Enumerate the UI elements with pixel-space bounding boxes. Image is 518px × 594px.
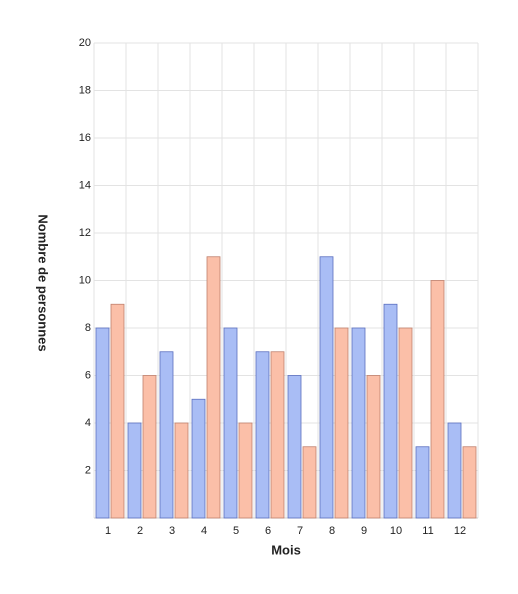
x-tick-label: 7 — [297, 525, 303, 537]
x-tick-label: 5 — [233, 525, 239, 537]
bar — [95, 327, 110, 519]
bar — [415, 446, 430, 519]
y-axis-title: Nombre de personnes — [36, 214, 51, 351]
bar — [206, 256, 221, 519]
y-tick-label: 2 — [85, 464, 91, 476]
bar — [270, 351, 285, 519]
x-tick-label: 10 — [390, 525, 402, 537]
bar — [127, 422, 142, 519]
bar — [366, 375, 381, 519]
bar — [174, 422, 189, 519]
bar — [287, 375, 302, 519]
y-tick-label: 6 — [85, 369, 91, 381]
y-tick-label: 12 — [79, 227, 91, 239]
bar — [110, 303, 125, 519]
y-tick-label: 16 — [79, 132, 91, 144]
x-tick-label: 12 — [454, 525, 466, 537]
x-tick-label: 8 — [329, 525, 335, 537]
x-tick-label: 11 — [422, 525, 433, 537]
bar — [238, 422, 253, 519]
bar — [142, 375, 157, 519]
y-tick-label: 10 — [79, 274, 91, 286]
y-tick-label: 20 — [79, 37, 91, 49]
bar — [319, 256, 334, 519]
bar — [351, 327, 366, 519]
bar — [398, 327, 413, 519]
bar — [223, 327, 238, 519]
x-tick-label: 6 — [265, 525, 271, 537]
y-tick-label: 4 — [85, 417, 91, 429]
bar — [191, 398, 206, 519]
x-tick-label: 2 — [137, 525, 143, 537]
bar — [255, 351, 270, 519]
bar — [447, 422, 462, 519]
x-tick-label: 1 — [105, 525, 111, 537]
x-tick-label: 3 — [169, 525, 175, 537]
x-tick-label: 9 — [361, 525, 367, 537]
y-tick-label: 18 — [79, 84, 91, 96]
x-tick-label: 4 — [201, 525, 207, 537]
y-tick-label: 14 — [79, 179, 91, 191]
bar — [383, 303, 398, 519]
bar — [462, 446, 477, 519]
bar — [334, 327, 349, 519]
bar — [302, 446, 317, 519]
bar — [159, 351, 174, 519]
x-axis-title: Mois — [271, 542, 301, 557]
bar — [430, 280, 445, 519]
y-tick-label: 8 — [85, 322, 91, 334]
